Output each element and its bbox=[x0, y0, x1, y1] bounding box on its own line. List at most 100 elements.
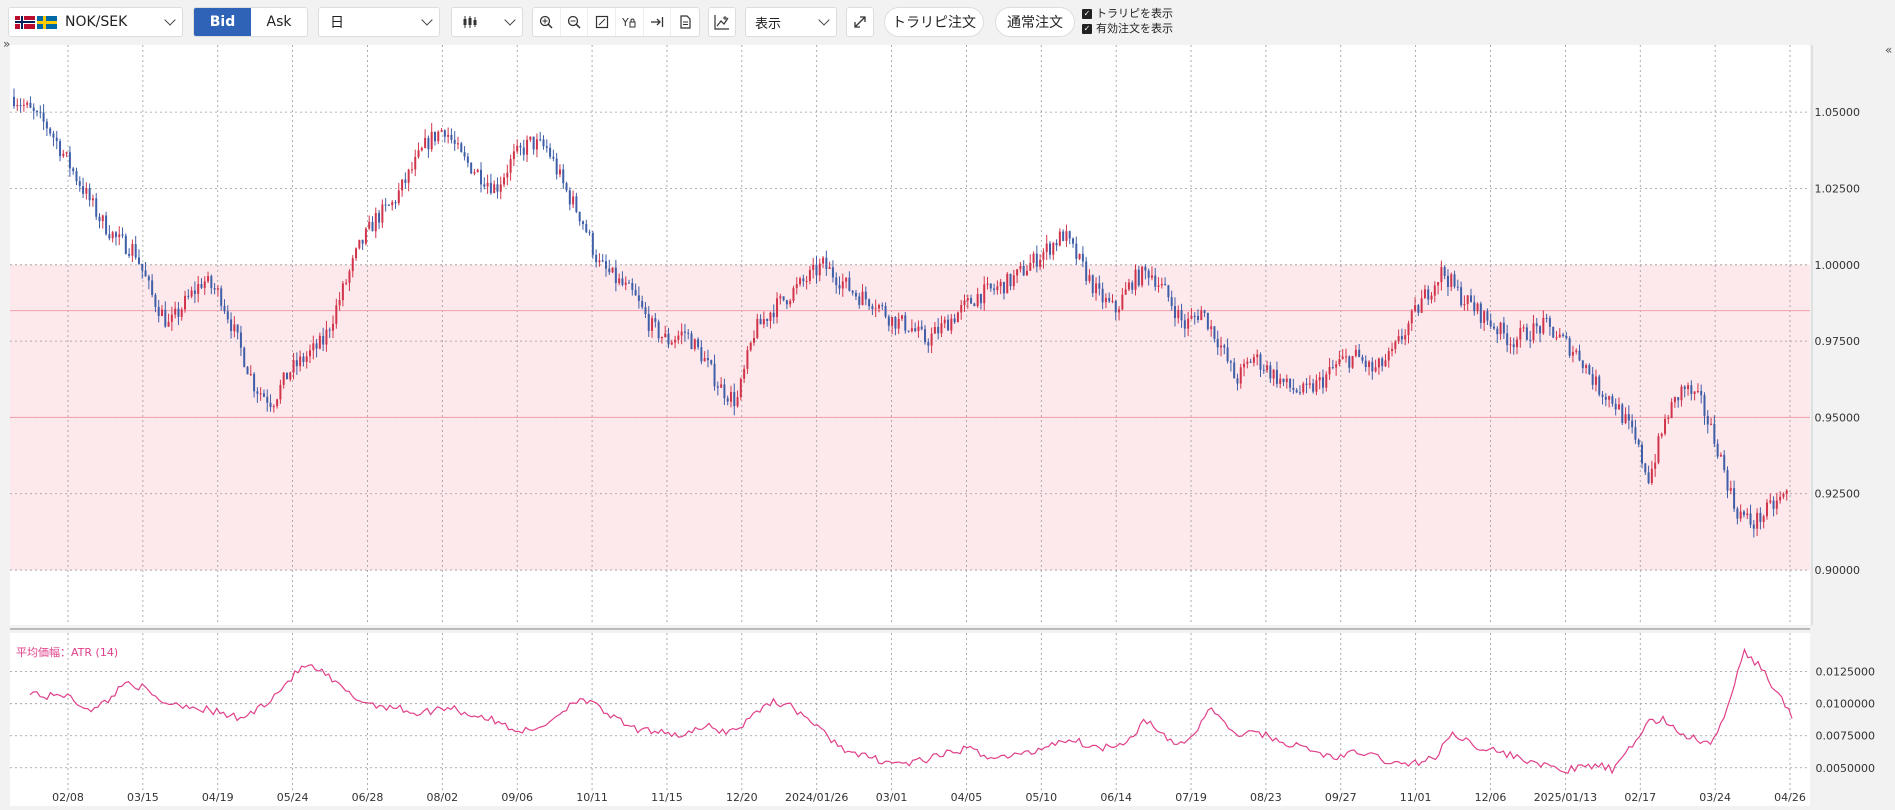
candle-body bbox=[739, 378, 742, 398]
candle-body bbox=[407, 169, 410, 183]
candle-body bbox=[1358, 349, 1361, 358]
ask-button[interactable]: Ask bbox=[266, 14, 292, 30]
candle-body bbox=[213, 288, 216, 290]
collapse-right-icon[interactable]: « bbox=[1885, 43, 1893, 57]
candle-body bbox=[1667, 418, 1670, 420]
candle-body bbox=[1190, 315, 1193, 319]
currency-pair-select[interactable]: NOK/SEK bbox=[8, 7, 183, 37]
candle-body bbox=[1062, 231, 1065, 241]
time-tick-label: 11/01 bbox=[1400, 791, 1432, 804]
candle-body bbox=[651, 318, 654, 331]
candle-body bbox=[335, 305, 338, 324]
candle-body bbox=[49, 128, 52, 134]
candle-body bbox=[292, 360, 295, 373]
candle-body bbox=[660, 336, 663, 339]
chart-type-select[interactable] bbox=[451, 7, 523, 37]
candle-body bbox=[355, 248, 358, 259]
chevron-down-icon bbox=[164, 14, 176, 26]
show-valid-orders-checkbox[interactable]: ✓ 有効注文を表示 bbox=[1082, 21, 1173, 36]
candle-body bbox=[1108, 297, 1111, 302]
candle-body bbox=[605, 261, 607, 269]
candle-body bbox=[1713, 423, 1716, 444]
candle-body bbox=[1397, 336, 1400, 342]
jump-latest-icon[interactable] bbox=[644, 8, 672, 36]
candle-body bbox=[1637, 439, 1640, 445]
candle-body bbox=[1433, 285, 1436, 296]
zoom-out-icon[interactable] bbox=[561, 8, 589, 36]
candle-body bbox=[1252, 357, 1255, 363]
candle-body bbox=[364, 228, 367, 244]
candle-body bbox=[591, 232, 594, 255]
candle-body bbox=[1680, 386, 1683, 401]
candle-body bbox=[272, 406, 275, 408]
y-axis-lock-icon[interactable]: Y bbox=[616, 8, 644, 36]
chevron-down-icon bbox=[818, 14, 830, 26]
document-icon[interactable] bbox=[671, 8, 699, 36]
candle-body bbox=[22, 104, 25, 106]
candle-body bbox=[190, 290, 193, 297]
candle-body bbox=[101, 215, 104, 222]
candle-body bbox=[1601, 394, 1604, 397]
candle-body bbox=[549, 147, 552, 157]
candle-body bbox=[838, 285, 841, 289]
price-tick-label: 0.95000 bbox=[1815, 411, 1861, 424]
candle-body bbox=[628, 282, 631, 284]
chart-area[interactable]: 1.05000 1.02500 1.00000 0.97500 0.95000 0.925… bbox=[0, 37, 1895, 806]
fit-icon[interactable] bbox=[588, 8, 617, 36]
candle-body bbox=[1118, 309, 1121, 313]
candle-body bbox=[601, 260, 604, 262]
candle-body bbox=[105, 215, 108, 235]
candle-body bbox=[1752, 524, 1755, 529]
candle-body bbox=[864, 291, 867, 300]
candle-body bbox=[1522, 327, 1525, 329]
trap-repeat-order-button[interactable]: トラリピ注文 bbox=[884, 7, 984, 37]
candle-body bbox=[595, 254, 598, 263]
checkbox-icon: ✓ bbox=[1082, 8, 1092, 19]
candle-body bbox=[854, 292, 857, 297]
time-gridlines bbox=[67, 45, 1791, 791]
candle-body bbox=[920, 326, 923, 330]
candle-body bbox=[1634, 427, 1637, 440]
candle-body bbox=[1578, 350, 1581, 361]
candle-body bbox=[881, 305, 884, 307]
candle-body bbox=[328, 329, 331, 331]
candle-body bbox=[420, 147, 423, 151]
indicator-button[interactable] bbox=[708, 7, 736, 37]
candle-body bbox=[598, 260, 601, 263]
candle-body bbox=[279, 384, 282, 400]
candle-body bbox=[1585, 365, 1588, 369]
candle-body bbox=[1134, 269, 1137, 290]
time-tick-label: 09/27 bbox=[1325, 791, 1357, 804]
candle-body bbox=[259, 393, 262, 395]
zoom-in-icon[interactable] bbox=[533, 8, 561, 36]
candle-body bbox=[743, 368, 746, 379]
candle-body bbox=[154, 294, 157, 308]
candle-body bbox=[1124, 289, 1127, 295]
candle-body bbox=[1289, 378, 1292, 388]
candle-body bbox=[779, 296, 782, 299]
bid-button[interactable]: Bid bbox=[194, 8, 251, 36]
period-select[interactable]: 日 bbox=[318, 7, 440, 37]
candle-body bbox=[664, 333, 667, 337]
candle-body bbox=[1558, 334, 1561, 338]
candle-body bbox=[1673, 397, 1676, 403]
candle-body bbox=[1022, 266, 1025, 276]
normal-order-button[interactable]: 通常注文 bbox=[995, 7, 1075, 37]
candle-body bbox=[667, 333, 670, 345]
candle-body bbox=[1762, 516, 1765, 522]
atr-tick-label: 0.0075000 bbox=[1816, 730, 1876, 743]
candle-body bbox=[910, 328, 913, 332]
candle-body bbox=[1104, 297, 1107, 303]
expand-button[interactable] bbox=[846, 7, 874, 37]
show-trap-checkbox[interactable]: ✓ トラリピを表示 bbox=[1082, 6, 1173, 21]
candle-body bbox=[1098, 283, 1101, 289]
display-select[interactable]: 表示 bbox=[745, 7, 837, 37]
collapse-left-icon[interactable]: » bbox=[3, 37, 11, 51]
candle-body bbox=[1035, 253, 1038, 267]
candle-body bbox=[1716, 443, 1719, 457]
candle-body bbox=[1282, 378, 1285, 383]
price-chart[interactable]: 1.05000 1.02500 1.00000 0.97500 0.95000 0.925… bbox=[0, 45, 1895, 806]
candle-body bbox=[835, 277, 838, 286]
candle-body bbox=[424, 137, 427, 148]
candle-body bbox=[167, 321, 170, 327]
